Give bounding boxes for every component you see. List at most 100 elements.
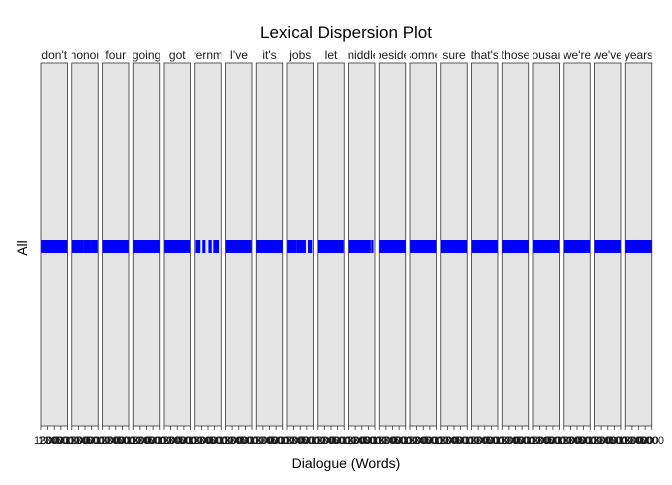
x-tick-label: 1 (499, 435, 505, 447)
x-tick-label: 4000 (204, 435, 228, 447)
x-tick-label: 2000 (39, 435, 63, 447)
x-tick-label: 1 (253, 435, 259, 447)
hit-mark (297, 240, 300, 253)
x-tick-label: 1 (530, 435, 536, 447)
x-tick-label: 4000 (357, 435, 381, 447)
panel-label: middle (344, 48, 380, 62)
x-tick-label: 3000 (444, 435, 468, 447)
panel-label: we've (592, 48, 624, 62)
x-tick-label: 2000 (162, 435, 186, 447)
hit-mark (65, 240, 68, 253)
x-tick-label: 1300 (126, 435, 150, 447)
x-tick-label: 3000 (75, 435, 99, 447)
x-tick-label: 2000 (316, 435, 340, 447)
x-tick-label: 1 (561, 435, 567, 447)
x-tick-label: 5000 (424, 435, 448, 447)
hit-mark (216, 240, 218, 253)
x-tick-label: 4000 (111, 435, 135, 447)
x-tick-label: 1300 (403, 435, 427, 447)
hit-mark (213, 240, 215, 253)
hit-mark (367, 240, 369, 253)
x-tick-label: 4000 (142, 435, 166, 447)
x-tick-label: 2000 (378, 435, 402, 447)
x-tick-label: 1300 (34, 435, 58, 447)
hit-mark (369, 240, 371, 253)
x-tick-label: 2000 (531, 435, 555, 447)
x-tick-label: 3000 (598, 435, 622, 447)
hit-mark (298, 240, 301, 253)
x-tick-label: 5000 (209, 435, 233, 447)
x-tick-label: 2000 (132, 435, 156, 447)
hit-mark (371, 240, 374, 253)
hit-mark (214, 240, 217, 253)
x-tick-label: 3000 (198, 435, 222, 447)
x-tick-label: 4000 (573, 435, 597, 447)
x-tick-label: 1300 (219, 435, 243, 447)
x-tick-label: 2000 (255, 435, 279, 447)
x-tick-label: 2000 (347, 435, 371, 447)
x-tick-label: 2000 (501, 435, 525, 447)
x-tick-label: 1300 (434, 435, 458, 447)
x-tick-label: 2000 (224, 435, 248, 447)
hit-mark (217, 240, 220, 253)
x-tick-label: 3000 (352, 435, 376, 447)
hit-mark (73, 240, 76, 253)
x-tick-label: 3000 (106, 435, 130, 447)
x-tick-label: 1 (622, 435, 628, 447)
x-tick-label: 1300 (342, 435, 366, 447)
x-tick-label: 2000 (593, 435, 617, 447)
hit-mark (299, 240, 302, 253)
hit-mark (465, 240, 468, 253)
panel-label: thousand (522, 48, 571, 62)
panels-group: don't113002000300040005000honor113002000… (34, 48, 664, 447)
x-tick-label: 3000 (137, 435, 161, 447)
x-tick-label: 1 (315, 435, 321, 447)
x-tick-label: 4000 (511, 435, 535, 447)
hit-mark (308, 240, 311, 253)
panel-label: somne (405, 48, 441, 62)
x-tick-label: 3000 (260, 435, 284, 447)
x-tick-label: 2000 (70, 435, 94, 447)
hit-mark (588, 240, 591, 253)
chart-title: Lexical Dispersion Plot (260, 23, 432, 42)
hit-mark (92, 240, 95, 253)
x-tick-label: 2000 (285, 435, 309, 447)
panel-label: those (501, 48, 531, 62)
x-tick-label: 1 (69, 435, 75, 447)
x-tick-label: 5000 (301, 435, 325, 447)
x-tick-label: 2000 (439, 435, 463, 447)
hit-mark (203, 240, 206, 253)
x-tick-label: 4000 (388, 435, 412, 447)
hit-mark (368, 240, 370, 253)
x-tick-label: 5000 (148, 435, 172, 447)
x-tick-label: 3000 (291, 435, 315, 447)
hit-mark (71, 240, 74, 253)
x-tick-label: 1 (222, 435, 228, 447)
y-axis-label: All (14, 240, 30, 256)
panel-label: I've (230, 48, 249, 62)
x-tick-label: 3000 (321, 435, 345, 447)
hit-mark (297, 240, 299, 253)
x-tick-label: 5000 (547, 435, 571, 447)
hit-mark (301, 240, 304, 253)
hit-mark (496, 240, 498, 253)
hit-mark (649, 240, 652, 253)
hit-mark (198, 240, 201, 253)
x-tick-label: 5000 (578, 435, 602, 447)
hit-mark (619, 240, 621, 253)
x-tick-label: 4000 (265, 435, 289, 447)
x-tick-label: 1 (438, 435, 444, 447)
x-tick-label: 1 (38, 435, 44, 447)
